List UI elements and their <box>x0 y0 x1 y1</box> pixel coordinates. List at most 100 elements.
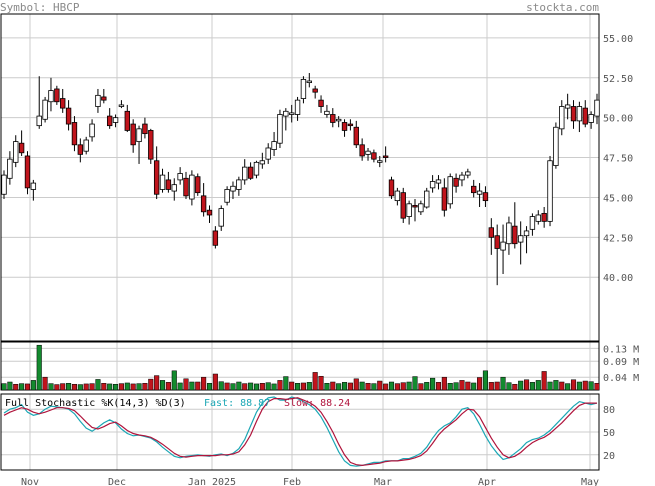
fast-stochastic-line <box>3 396 598 467</box>
volume-bar <box>383 383 389 391</box>
candlestick <box>277 109 283 148</box>
candle-body <box>330 114 336 123</box>
volume-bar <box>300 382 306 391</box>
candlestick <box>541 207 547 228</box>
candlestick <box>424 187 430 209</box>
candlestick <box>189 170 195 206</box>
price-frame <box>0 13 600 342</box>
volume-bar <box>559 381 565 391</box>
candlestick <box>341 119 348 137</box>
volume-bar <box>453 382 459 391</box>
candlestick <box>447 173 453 209</box>
candle-body <box>523 230 530 237</box>
candlestick <box>218 205 224 231</box>
price-tick-label: 42.50 <box>603 233 633 244</box>
candle-body <box>359 144 365 157</box>
candle-body <box>48 90 54 103</box>
candlestick <box>382 146 389 163</box>
candle-body <box>283 110 289 117</box>
candlestick <box>42 96 48 123</box>
candle-body <box>529 216 536 230</box>
volume-bar <box>594 383 600 391</box>
candle-body <box>83 139 89 152</box>
volume-bar <box>154 375 160 391</box>
volume-bar <box>406 381 412 391</box>
candle-body <box>447 176 453 205</box>
volume-bar <box>341 382 348 391</box>
volume-bar <box>142 383 148 391</box>
candle-body <box>347 123 354 127</box>
candlestick <box>523 226 530 254</box>
candlestick <box>118 100 125 109</box>
volume-bar <box>107 383 113 391</box>
candlestick <box>300 76 307 104</box>
candle-body <box>406 203 412 217</box>
candlestick <box>494 224 500 286</box>
volume-bar <box>195 381 201 391</box>
candle-body <box>377 160 383 163</box>
month-tick-label: Mar <box>374 477 392 486</box>
candlestick <box>353 120 359 148</box>
volume-bar <box>547 381 553 391</box>
candle-body <box>382 155 389 158</box>
volume-bar <box>500 376 506 391</box>
candle-body <box>289 112 295 115</box>
candlestick <box>553 122 559 169</box>
volume-bar <box>324 383 330 391</box>
candlestick <box>1 170 7 200</box>
volume-bar <box>541 371 547 391</box>
volume-bar <box>236 381 242 391</box>
volume-bar <box>506 382 512 391</box>
candle-body <box>576 106 583 122</box>
candlestick <box>124 104 130 133</box>
candle-body <box>471 185 477 194</box>
candlestick <box>394 187 401 206</box>
candlestick <box>529 213 536 236</box>
candle-body <box>183 177 189 197</box>
volume-bar <box>518 380 524 391</box>
candlestick <box>30 179 37 201</box>
candle-body <box>95 94 101 107</box>
stochastic-frame <box>0 393 600 471</box>
volume-bar <box>365 383 371 391</box>
volume-bar <box>353 378 359 391</box>
candlestick <box>271 132 277 156</box>
candle-body <box>1 174 7 195</box>
candle-body <box>365 150 371 155</box>
candle-body <box>65 107 72 125</box>
candle-body <box>312 88 318 93</box>
candle-body <box>200 195 207 213</box>
volume-bar <box>265 382 271 391</box>
volume-bar <box>118 383 124 391</box>
volume-bar <box>289 381 295 391</box>
candle-body <box>594 99 600 117</box>
candlestick <box>283 108 289 131</box>
brand-label[interactable]: stockta.com <box>526 1 599 14</box>
volume-tick-label: 0.13 M <box>603 344 639 355</box>
volume-bar <box>136 383 142 391</box>
candlestick <box>517 221 524 265</box>
candle-body <box>259 160 266 165</box>
volume-bar <box>253 383 260 391</box>
candlestick <box>476 183 483 208</box>
candle-body <box>18 142 25 154</box>
candlestick <box>71 116 78 152</box>
candle-body <box>341 122 348 131</box>
candle-body <box>318 99 324 107</box>
candlestick <box>106 108 113 129</box>
volume-bar <box>201 376 207 391</box>
volume-bar <box>148 378 154 391</box>
fast-value-label: Fast: 88.87 <box>204 398 270 409</box>
candlestick <box>330 108 336 128</box>
candlestick <box>564 93 571 120</box>
candlestick <box>429 175 436 193</box>
candlestick <box>418 200 424 215</box>
candlestick <box>459 171 465 187</box>
stochastic-tick-label: 50 <box>603 428 615 439</box>
candle-body <box>60 98 66 109</box>
candlestick <box>54 85 60 105</box>
candle-body <box>271 141 277 150</box>
volume-bar <box>42 376 48 391</box>
candlestick <box>159 168 166 193</box>
volume-bar <box>248 382 254 391</box>
